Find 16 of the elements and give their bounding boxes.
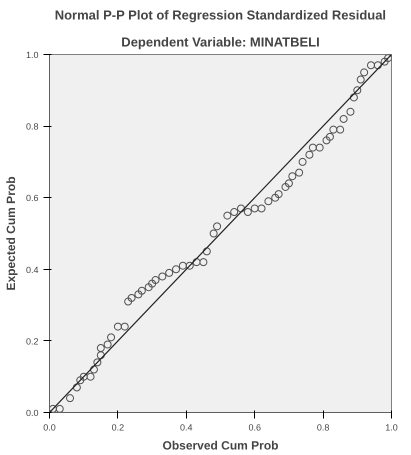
x-tick-label: 0.6 bbox=[248, 422, 261, 432]
x-axis-title: Observed Cum Prob bbox=[162, 438, 279, 452]
y-tick-label: 0.2 bbox=[26, 336, 39, 346]
chart-title: Normal P-P Plot of Regression Standardized Residual bbox=[54, 8, 386, 22]
chart-subtitle: Dependent Variable: MINATBELI bbox=[121, 34, 320, 50]
y-tick-label: 1.0 bbox=[26, 50, 39, 60]
y-tick-label: 0.0 bbox=[26, 408, 39, 418]
y-tick-label: 0.6 bbox=[26, 193, 39, 204]
x-tick-label: 0.0 bbox=[43, 422, 56, 432]
x-tick-label: 1.0 bbox=[385, 422, 398, 432]
x-tick-label: 0.2 bbox=[112, 422, 124, 432]
x-tick-label: 0.4 bbox=[180, 422, 193, 432]
y-tick-label: 0.8 bbox=[26, 122, 39, 132]
y-axis-title: Expected Cum Prob bbox=[4, 176, 18, 291]
y-tick-label: 0.4 bbox=[26, 264, 39, 275]
x-tick-label: 0.8 bbox=[316, 422, 330, 432]
